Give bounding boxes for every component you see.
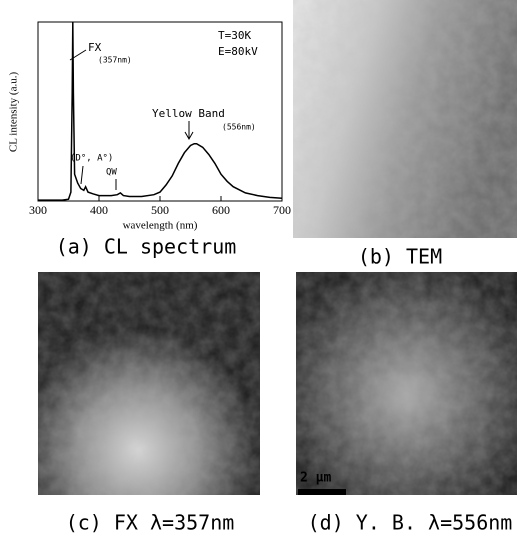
annotation: QW: [106, 168, 117, 178]
figure: 2 μm CL intensity (a.u.) wavelength (nm)…: [0, 0, 517, 537]
annotation: (556nm): [222, 123, 256, 132]
caption: (d) Y. B. λ=556nm: [308, 511, 513, 535]
x-axis-label: wavelength (nm): [123, 220, 198, 232]
x-tick-label: 700: [273, 203, 291, 217]
annotation: FX: [88, 41, 102, 54]
yb-texture: [296, 272, 517, 495]
annotation: E=80kV: [218, 45, 258, 58]
annotation: Yellow Band: [152, 107, 225, 120]
y-axis-label: CL intensity (a.u.): [8, 72, 20, 153]
fx-texture: [38, 272, 260, 495]
x-tick-label: 600: [212, 203, 230, 217]
x-tick-label: 400: [90, 203, 108, 217]
annotation: T=30K: [218, 29, 251, 42]
x-tick-label: 300: [29, 203, 47, 217]
caption: (c) FX λ=357nm: [66, 511, 235, 535]
annotation: (D°, A°): [70, 154, 113, 164]
caption: (b) TEM: [358, 245, 442, 269]
arrow: [81, 166, 83, 184]
scale-bar: [298, 489, 346, 495]
annotation: (357nm): [98, 56, 132, 65]
caption: (a) CL spectrum: [56, 235, 237, 259]
x-tick-label: 500: [151, 203, 169, 217]
scale-label: 2 μm: [300, 471, 331, 486]
tem-texture: [293, 0, 517, 238]
